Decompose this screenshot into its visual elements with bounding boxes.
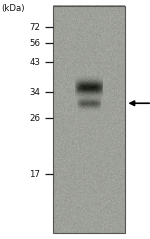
Bar bbox=[53, 6, 125, 233]
Text: 72: 72 bbox=[30, 23, 40, 32]
Text: 34: 34 bbox=[30, 87, 40, 97]
Text: 43: 43 bbox=[30, 58, 40, 67]
Text: (kDa): (kDa) bbox=[1, 4, 24, 13]
Text: 26: 26 bbox=[30, 114, 40, 123]
Text: 56: 56 bbox=[30, 38, 40, 48]
Text: 17: 17 bbox=[30, 170, 40, 179]
